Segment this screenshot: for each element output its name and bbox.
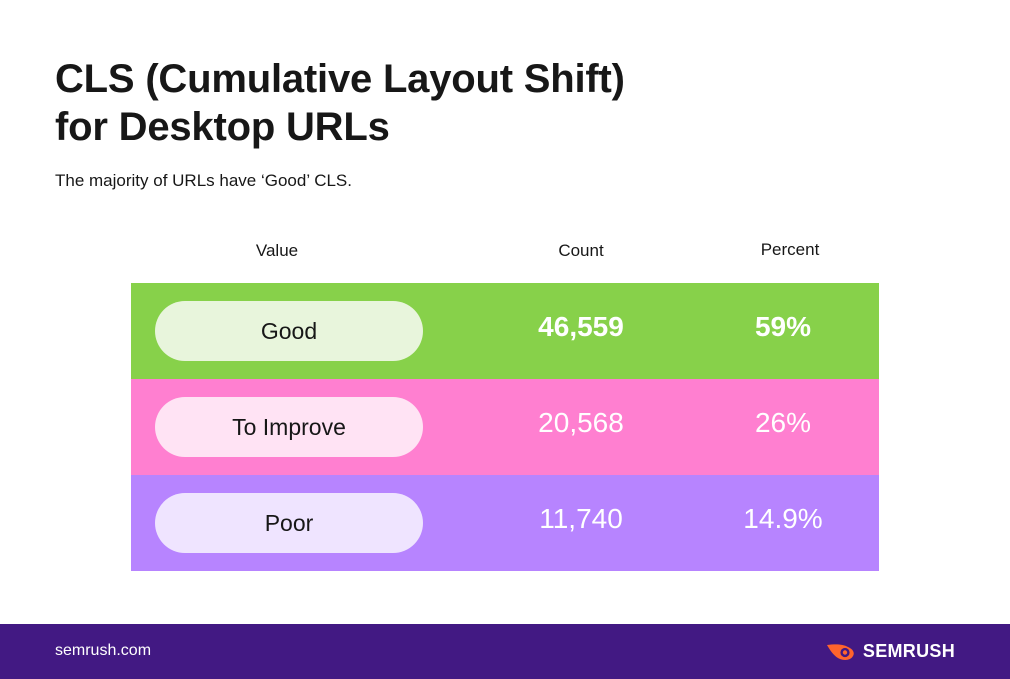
count-cell-good: 46,559 — [538, 311, 624, 342]
percent-cell-good: 59% — [754, 311, 812, 342]
count-cell-poor: 11,740 — [539, 503, 623, 534]
percent-cell-to-improve: 26% — [754, 407, 812, 438]
percent-cell-poor: 14.9% — [743, 503, 823, 534]
column-header-percent: Percent — [760, 240, 820, 259]
brand-logo: SEMRUSH — [825, 640, 955, 662]
chart-subtitle: The majority of URLs have ‘Good’ CLS. — [55, 171, 352, 190]
footer-bar: semrush.com SEMRUSH — [0, 624, 1010, 679]
semrush-fireball-icon — [826, 644, 854, 660]
title-line-2: for Desktop URLs — [55, 105, 390, 149]
value-pill-to-improve: To Improve — [155, 397, 423, 457]
table-row-poor: Poor 11,740 14.9% — [131, 475, 879, 571]
value-pill-good: Good — [155, 301, 423, 361]
value-pill-poor: Poor — [155, 493, 423, 553]
column-header-value: Value — [255, 241, 299, 260]
column-header-count: Count — [558, 241, 604, 260]
brand-name: SEMRUSH — [862, 640, 955, 661]
data-table: Good 46,559 59% To Improve 20,568 26% Po… — [131, 283, 879, 571]
table-row-to-improve: To Improve 20,568 26% — [131, 379, 879, 475]
footer-domain: semrush.com — [55, 642, 152, 659]
count-cell-to-improve: 20,568 — [538, 407, 624, 438]
chart-title: CLS (Cumulative Layout Shift) for Deskto… — [55, 55, 755, 151]
title-line-1: CLS (Cumulative Layout Shift) — [55, 57, 625, 101]
table-row-good: Good 46,559 59% — [131, 283, 879, 379]
